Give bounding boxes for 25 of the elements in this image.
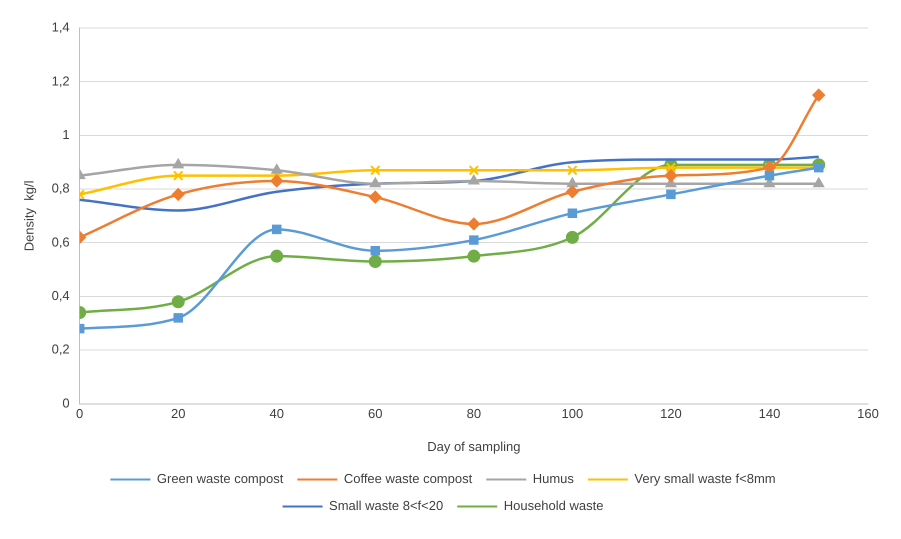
x-axis-title: Day of sampling [427,438,520,454]
x-tick-label: 120 [660,406,682,422]
x-tick-label: 80 [466,406,482,422]
legend-label: Green waste compost [156,471,284,486]
y-tick-label: 0,8 [52,180,70,196]
x-tick-label: 20 [170,406,186,422]
y-tick-label: 0 [62,395,70,410]
x-tick-label: 160 [857,406,879,422]
legend-label: Humus [532,471,574,486]
x-tick-label: 140 [758,406,780,422]
y-axis-title: Density kg/l [21,180,36,252]
y-tick-label: 1,4 [52,20,70,35]
legend-label: Household waste [504,498,604,514]
legend-label: Coffee waste compost [344,471,473,486]
x-tick-label: 0 [76,406,84,422]
y-tick-label: 0,6 [52,234,70,250]
x-tick-label: 40 [270,406,284,422]
y-tick-label: 0,4 [52,288,70,304]
y-tick-label: 1 [62,126,70,142]
x-tick-label: 60 [368,406,383,422]
legend-label: Very small waste f<8mm [634,471,776,486]
y-tick-label: 1,2 [52,73,70,88]
x-tick-label: 100 [562,406,584,422]
y-tick-label: 0,2 [52,342,70,357]
legend-label: Small waste 8<f<20 [329,498,444,514]
